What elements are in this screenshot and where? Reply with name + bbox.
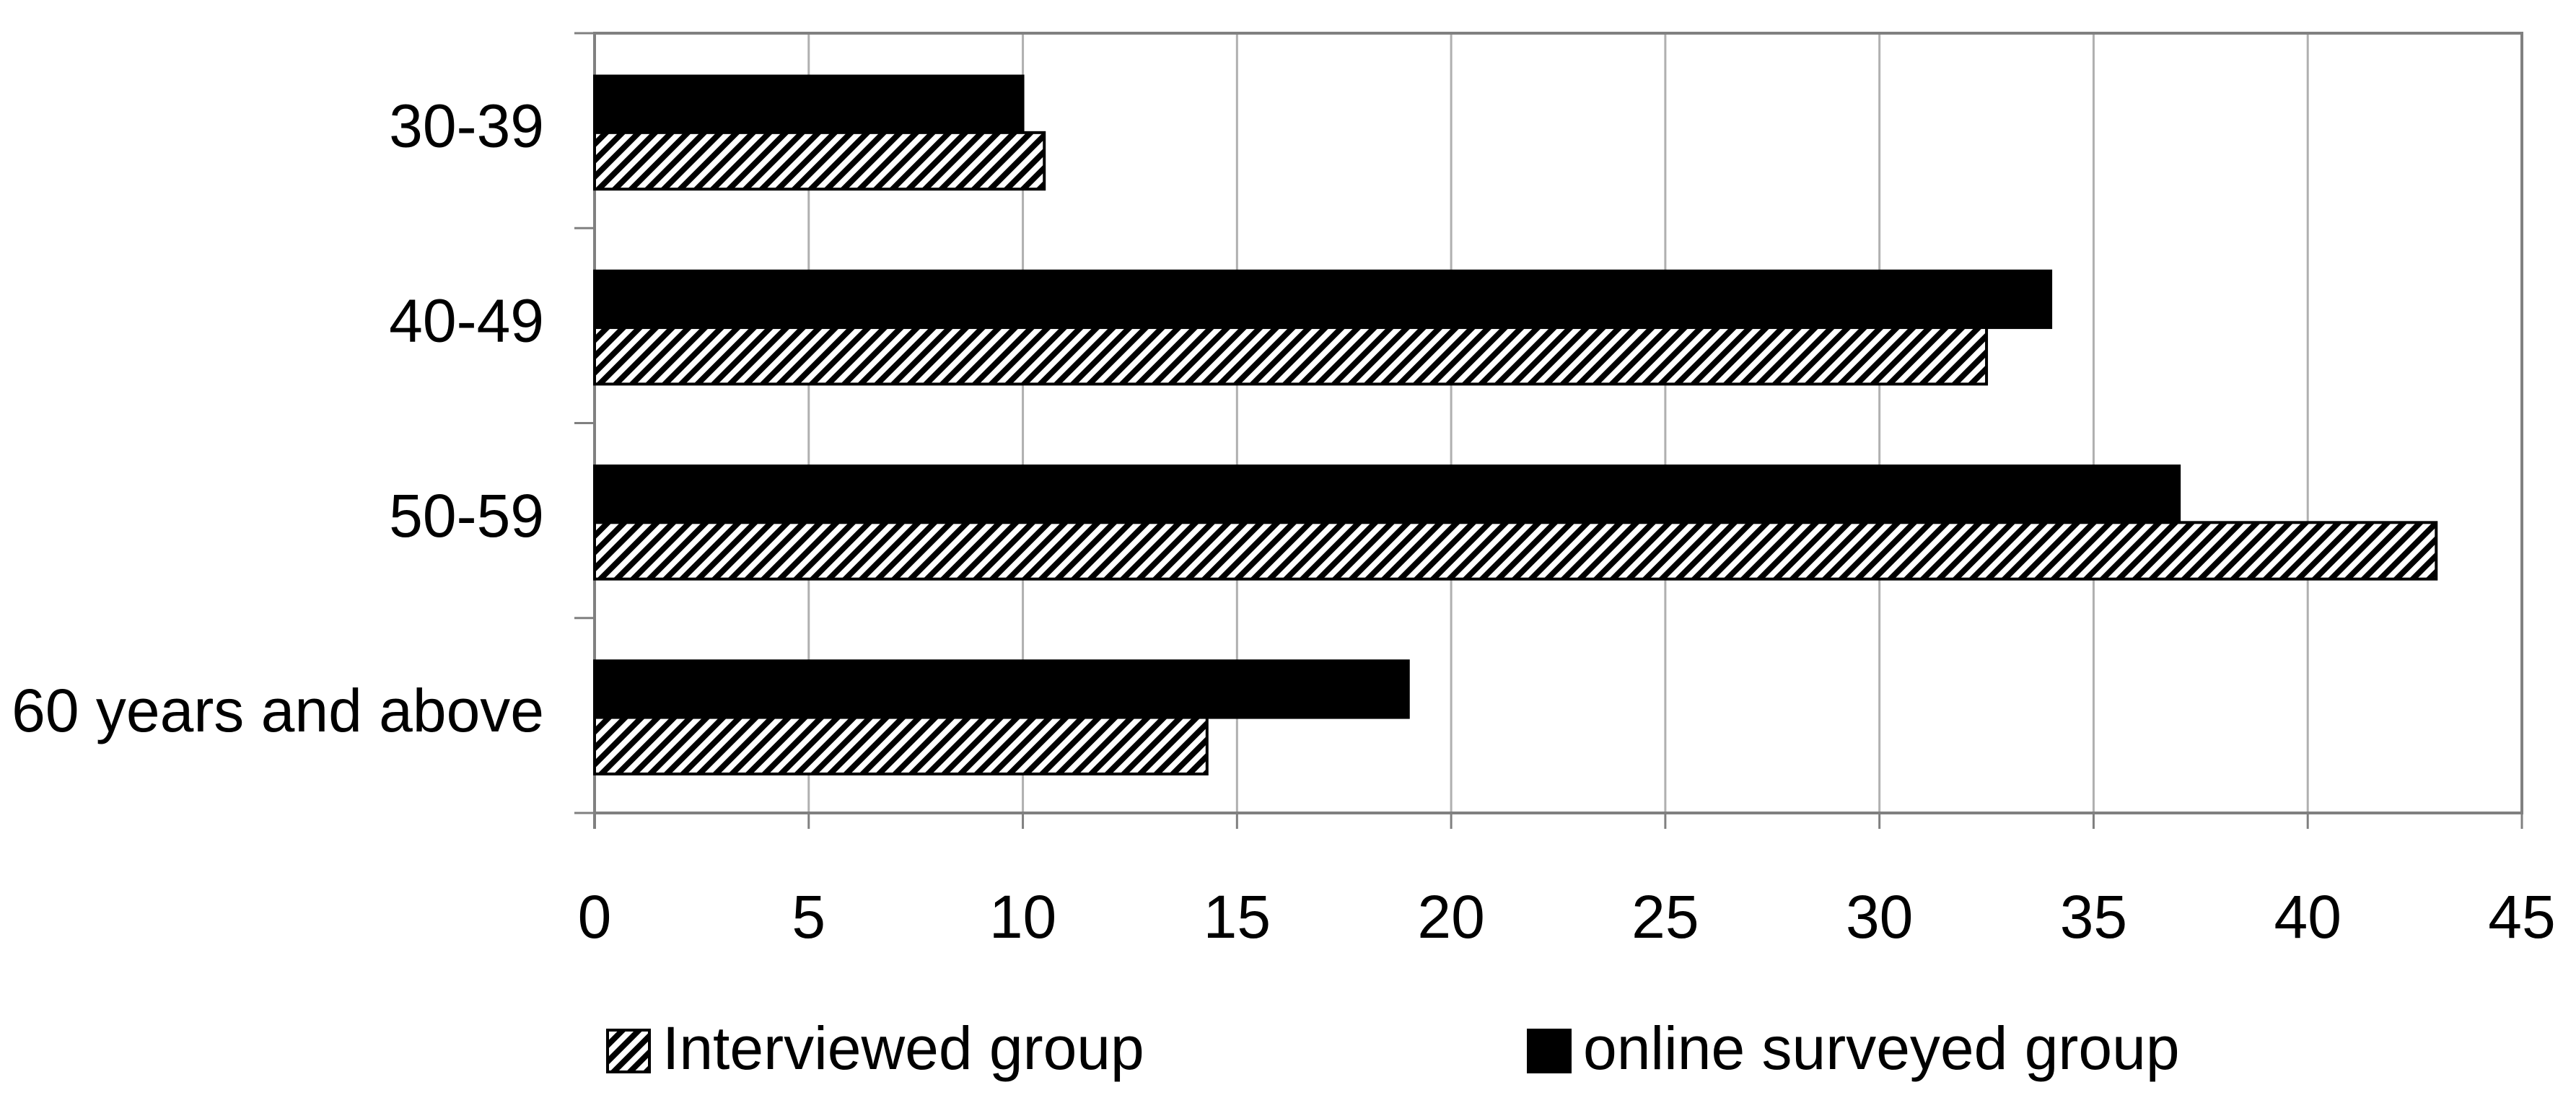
bar bbox=[593, 131, 1046, 191]
bar bbox=[593, 74, 1025, 134]
bar bbox=[593, 521, 2438, 581]
bar bbox=[593, 464, 2181, 524]
bar bbox=[593, 326, 1989, 386]
bar bbox=[593, 269, 2053, 330]
legend-swatch bbox=[606, 1029, 651, 1073]
x-tick-label: 10 bbox=[989, 883, 1056, 951]
legend-swatch bbox=[1527, 1029, 1572, 1073]
legend-label: Interviewed group bbox=[662, 1014, 1144, 1082]
x-tick-label: 40 bbox=[2274, 883, 2341, 951]
x-tick-label: 15 bbox=[1204, 883, 1271, 951]
legend-label: online surveyed group bbox=[1583, 1014, 2180, 1082]
x-tick-label: 0 bbox=[578, 883, 612, 951]
bar bbox=[593, 659, 1410, 719]
y-tick-label: 40-49 bbox=[389, 287, 544, 355]
x-tick-label: 25 bbox=[1631, 883, 1699, 951]
x-tick-label: 5 bbox=[792, 883, 825, 951]
y-tick-label: 30-39 bbox=[389, 92, 544, 159]
x-tick-label: 35 bbox=[2060, 883, 2127, 951]
x-tick-label: 30 bbox=[1846, 883, 1913, 951]
bar bbox=[593, 716, 1209, 775]
x-tick-label: 20 bbox=[1417, 883, 1484, 951]
y-tick-label: 60 years and above bbox=[12, 677, 544, 744]
x-tick-label: 45 bbox=[2488, 883, 2555, 951]
y-tick-label: 50-59 bbox=[389, 482, 544, 550]
